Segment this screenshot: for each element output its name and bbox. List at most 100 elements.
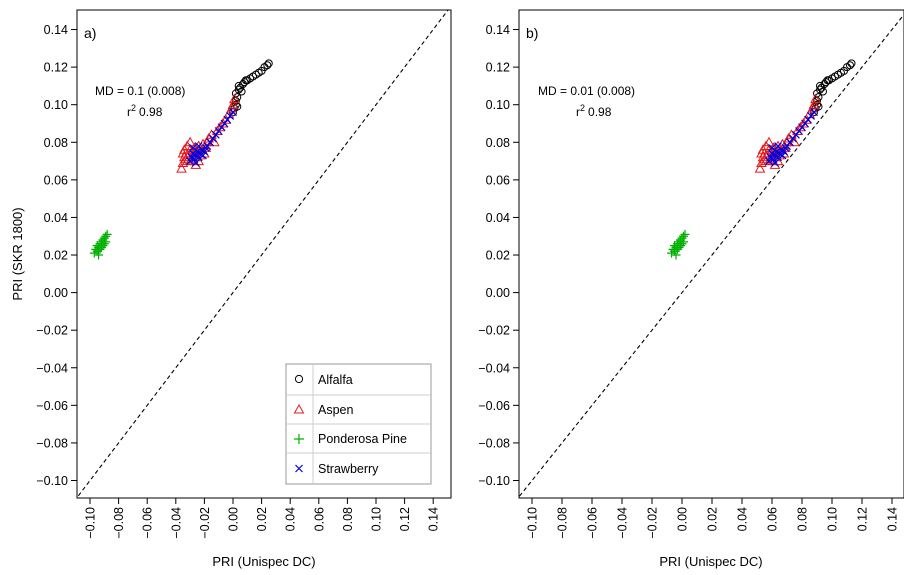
x-tick-label: 0.10 [826,507,840,531]
y-tick-label: −0.02 [36,324,68,338]
data-point [763,136,775,147]
y-tick-label: 0.10 [44,98,68,112]
data-point [846,61,854,70]
data-point [756,148,767,158]
x-tick-label: 0.08 [796,507,810,531]
x-tick-label: −0.10 [526,507,540,539]
data-point [217,123,226,132]
data-point [819,87,827,96]
data-point [774,142,782,150]
x-tick-label: 0.14 [886,507,900,531]
x-tick-label: −0.08 [556,507,570,539]
data-point [810,93,821,104]
legend-label-ponderosa-pine: Ponderosa Pine [318,432,407,446]
y-tick-label: 0.04 [44,211,68,225]
y-tick-label: 0.08 [486,136,510,150]
legend-circle-icon [294,374,304,384]
data-point [177,148,189,158]
x-tick-label: 0.00 [676,507,690,531]
r2-stat: r2 0.98 [127,103,163,119]
data-point [176,163,187,173]
data-point [227,99,239,109]
data-point [263,61,272,70]
data-point [99,239,109,249]
x-tick-label: −0.02 [198,507,212,539]
y-tick-label: −0.06 [478,399,510,413]
data-point [229,93,240,104]
x-tick-label: 0.12 [856,507,870,531]
data-point [206,138,215,147]
data-point [771,159,779,167]
y-tick-label: −0.02 [478,324,510,338]
data-point [189,143,197,152]
data-point [677,239,687,249]
r2-stat: r2 0.98 [576,103,612,119]
panel-a: 0.14 0.12 0.10 0.08 0.06 0.04 0.02 0.00 −0.02 −0.… [10,9,452,569]
y-tick-label: 0.08 [44,136,68,150]
data-point [264,59,273,68]
plot-frame [76,9,452,499]
data-point [211,130,220,139]
data-point [101,231,111,241]
y-tick-label: −0.04 [478,361,510,375]
x-tick-label: 0.02 [706,507,720,531]
series-strawberry [765,108,818,167]
data-point [679,231,688,241]
y-tick-label: 0.12 [44,61,68,75]
y-tick-label: 0.12 [486,61,510,75]
data-point [772,155,784,166]
x-tick-label: 0.14 [427,507,441,531]
md-stat: MD = 0.1 (0.008) [95,84,185,98]
data-point [768,143,776,152]
series-strawberry [186,108,237,167]
data-point [847,59,856,68]
series-ponderosa-pine [667,229,690,260]
x-tick-label: 0.10 [370,507,384,531]
data-point [814,102,823,111]
x-axis-title: PRI (Unispec DC) [212,554,315,569]
y-tick-label: −0.10 [478,474,510,488]
x-tick-label: 0.08 [341,507,355,531]
y-tick-label: 0.04 [486,211,510,225]
y-tick-label: 0.10 [486,98,510,112]
y-tick-label: −0.04 [36,361,68,375]
data-point [229,108,237,117]
x-tick-label: −0.10 [84,507,98,539]
x-tick-label: 0.06 [312,507,326,531]
y-tick-label: 0.14 [44,23,68,37]
r2-superscript: 2 [580,103,585,113]
data-point [237,87,246,96]
r2-value: 0.98 [588,105,612,119]
y-tick-label: 0.02 [486,249,510,263]
data-point [680,229,690,239]
x-tick-label: −0.02 [646,507,660,539]
x-tick-label: 0.06 [766,507,780,531]
y-tick-label: −0.06 [36,399,68,413]
data-point [94,250,104,260]
panel-label: b) [526,25,538,41]
data-point [233,102,242,111]
legend: Alfalfa Aspen Ponderosa Pine Strawberry [285,363,432,485]
data-point [191,159,200,167]
panel-b: 0.14 0.12 0.10 0.08 0.06 0.04 0.02 0.00 −0.02 −0.… [478,9,904,569]
data-point [226,112,235,120]
x-tick-label: 0.04 [736,507,750,531]
one-to-one-line [519,13,904,498]
y-tick-label: −0.08 [36,436,68,450]
y-tick-label: 0.02 [44,249,68,263]
legend-label-alfalfa: Alfalfa [318,373,353,387]
r2-symbol: r [127,105,131,119]
md-stat: MD = 0.01 (0.008) [538,84,635,98]
data-point [220,119,229,128]
data-point [223,115,232,124]
data-point [209,134,217,143]
x-tick-label: −0.06 [586,507,600,539]
data-point [754,163,766,173]
y-tick-label: 0.06 [486,173,510,187]
data-point [671,250,681,260]
legend-triangle-icon [293,403,305,414]
data-point [194,142,203,150]
r2-value: 0.98 [139,105,163,119]
y-tick-label: 0.00 [44,286,68,300]
x-tick-label: −0.06 [141,507,155,539]
